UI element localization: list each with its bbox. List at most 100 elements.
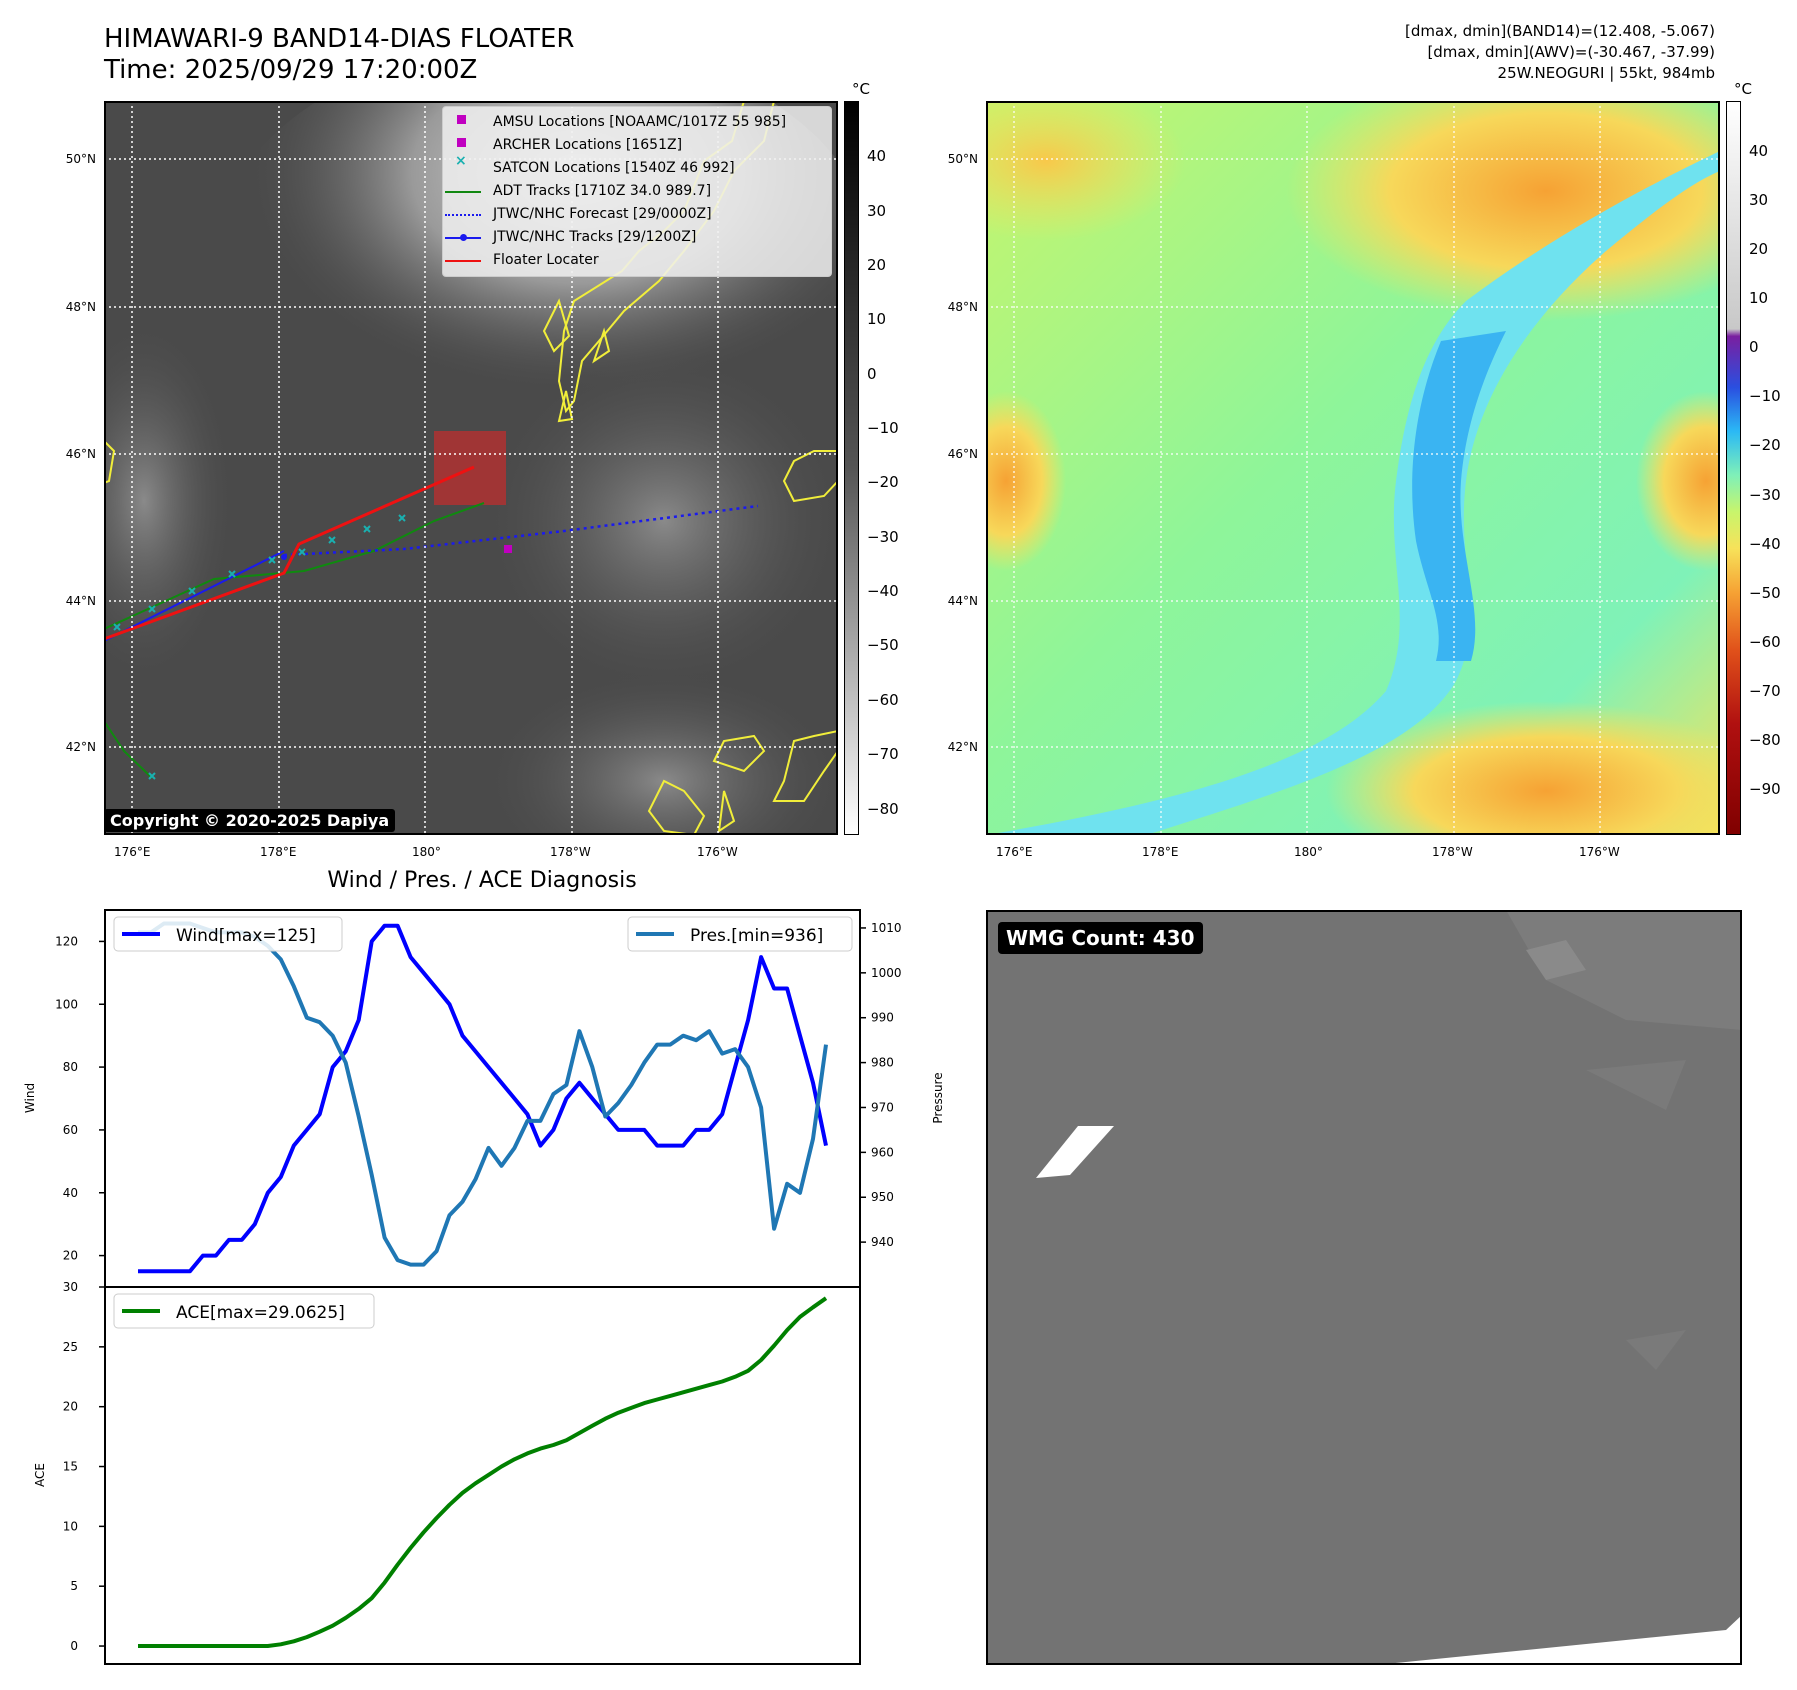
pressure-ytick-label: 980 [871, 1056, 894, 1070]
ir-colorbar-unit: °C [852, 80, 870, 98]
legend-forecast-icon [445, 214, 481, 216]
wv-colorbar-tick: −40 [1749, 535, 1781, 553]
wmg-bright-patch [1036, 1126, 1114, 1178]
ace-series-line [138, 1296, 828, 1648]
info-awv-range: [dmax, dmin](AWV)=(-30.467, -37.99) [1427, 43, 1715, 61]
ir-cloud-east [484, 351, 838, 691]
ir-lon-label: 176°E [114, 845, 151, 859]
wv-colorbar-tick: 0 [1749, 338, 1759, 356]
legend-item-tracks: JTWC/NHC Tracks [29/1200Z] [493, 229, 697, 245]
ace-ytick-label: 30 [63, 1280, 78, 1294]
pressure-ytick-label: 940 [871, 1235, 894, 1249]
wv-map-panel [986, 101, 1720, 835]
legend-tracks-dot-icon [460, 234, 467, 241]
wv-lon-label: 178°E [1142, 845, 1179, 859]
ir-lat-label: 50°N [65, 152, 96, 166]
ir-colorbar-tick: 30 [867, 202, 887, 220]
wv-lat-label: 44°N [947, 594, 978, 608]
ace-axes-frame [104, 1286, 861, 1665]
legend-item-archer: ARCHER Locations [1651Z] [493, 137, 683, 153]
wind-ytick-label: 100 [55, 997, 78, 1011]
wv-lat-label: 48°N [947, 300, 978, 314]
ace-ytick-label: 10 [63, 1519, 78, 1533]
wind-legend-label: Wind[max=125] [176, 926, 316, 946]
wv-colorbar-tick: −60 [1749, 633, 1781, 651]
copyright-badge: Copyright © 2020-2025 Dapiya [104, 809, 396, 832]
pressure-ylabel: Pressure [931, 1072, 945, 1123]
ir-colorbar-tick: −50 [867, 636, 899, 654]
wv-colorbar-unit: °C [1734, 80, 1752, 98]
wv-lat-label: 46°N [947, 447, 978, 461]
ace-ytick-label: 5 [70, 1579, 78, 1593]
wv-colorbar-tick: −70 [1749, 682, 1781, 700]
wv-map-frame [986, 101, 1720, 835]
ir-colorbar-tick: −40 [867, 582, 899, 600]
jtwc-track [104, 550, 285, 642]
wv-lon-label: 176°W [1579, 845, 1620, 859]
wind-ytick-label: 60 [63, 1123, 78, 1137]
ace-legend-label: ACE[max=29.0625] [176, 1303, 345, 1323]
satcon-markers [113, 514, 406, 780]
wv-colorbar-tick: 40 [1749, 142, 1769, 160]
wv-moist-band [986, 151, 1720, 835]
wv-lon-label: 178°W [1432, 845, 1473, 859]
figure-title: HIMAWARI-9 BAND14-DIAS FLOATER [104, 24, 575, 54]
ace-ylabel: ACE [33, 1463, 47, 1487]
legend-floater-icon [445, 260, 481, 262]
ir-lon-label: 178°W [550, 845, 591, 859]
pressure-ytick-label: 1000 [871, 966, 902, 980]
ir-legend: AMSU Locations [NOAAMC/1017Z 55 985] ARC… [442, 106, 832, 277]
ir-lon-label: 180° [412, 845, 441, 859]
wind-series-line [138, 923, 828, 1274]
figure-time: Time: 2025/09/29 17:20:00Z [104, 55, 478, 85]
pressure-ytick-label: 960 [871, 1145, 894, 1159]
ir-colorbar-tick: 20 [867, 256, 887, 274]
wind-legend: Wind[max=125] [113, 916, 343, 952]
ir-lat-label: 46°N [65, 447, 96, 461]
pressure-legend: Pres.[min=936] [627, 916, 853, 952]
wv-dry-north [1286, 101, 1720, 321]
wv-colorbar-tick: 10 [1749, 289, 1769, 307]
pressure-ytick-label: 950 [871, 1190, 894, 1204]
wv-lon-label: 180° [1294, 845, 1323, 859]
legend-item-adt: ADT Tracks [1710Z 34.0 989.7] [493, 183, 712, 199]
amsu-marker [504, 545, 512, 553]
ir-colorbar-tick: 10 [867, 310, 887, 328]
ir-cloud-west [104, 321, 234, 681]
floater-locater-track [104, 465, 475, 641]
ir-colorbar-tick: 0 [867, 365, 877, 383]
wind-ylabel: Wind [23, 1083, 37, 1113]
wv-colorbar-tick: 20 [1749, 240, 1769, 258]
legend-item-forecast: JTWC/NHC Forecast [29/0000Z] [493, 206, 712, 222]
wv-lat-label: 42°N [947, 740, 978, 754]
wmg-shade-patch [1626, 1330, 1686, 1370]
legend-satcon-icon: × [455, 153, 467, 169]
diagnosis-chart: 2040608010012094095096097098099010001010… [23, 909, 945, 1665]
wmg-shade-ne [1506, 910, 1742, 1030]
ir-colorbar-tick: −60 [867, 691, 899, 709]
pressure-legend-label: Pres.[min=936] [690, 926, 823, 946]
ir-lat-label: 48°N [65, 300, 96, 314]
legend-archer-icon [457, 138, 466, 147]
legend-amsu-icon [457, 115, 466, 124]
ir-lon-label: 176°W [697, 845, 738, 859]
ir-lat-label: 44°N [65, 594, 96, 608]
ir-colorbar [844, 101, 859, 835]
adt-track-old [104, 720, 153, 779]
legend-item-floater: Floater Locater [493, 252, 599, 268]
ace-ytick-label: 15 [63, 1460, 78, 1474]
ir-lat-label: 42°N [65, 740, 96, 754]
wv-moist-core [1412, 331, 1506, 661]
pressure-series-line [138, 921, 828, 1267]
wmg-shade-patch [1586, 1060, 1686, 1110]
wv-colorbar-tick: −90 [1749, 780, 1781, 798]
wind-ytick-label: 20 [63, 1249, 78, 1263]
wind-ytick-label: 80 [63, 1060, 78, 1074]
wv-lat-label: 50°N [947, 152, 978, 166]
wv-colorbar-tick: −20 [1749, 436, 1781, 454]
wv-colorbar-tick: −10 [1749, 387, 1781, 405]
wmg-background [986, 910, 1742, 1665]
info-band14-range: [dmax, dmin](BAND14)=(12.408, -5.067) [1404, 22, 1715, 40]
wind-axes: 20 40 60 80 100 120 940 950 960 970 980 990 1000 1010 [55, 921, 902, 1274]
wv-lon-label: 176°E [996, 845, 1033, 859]
